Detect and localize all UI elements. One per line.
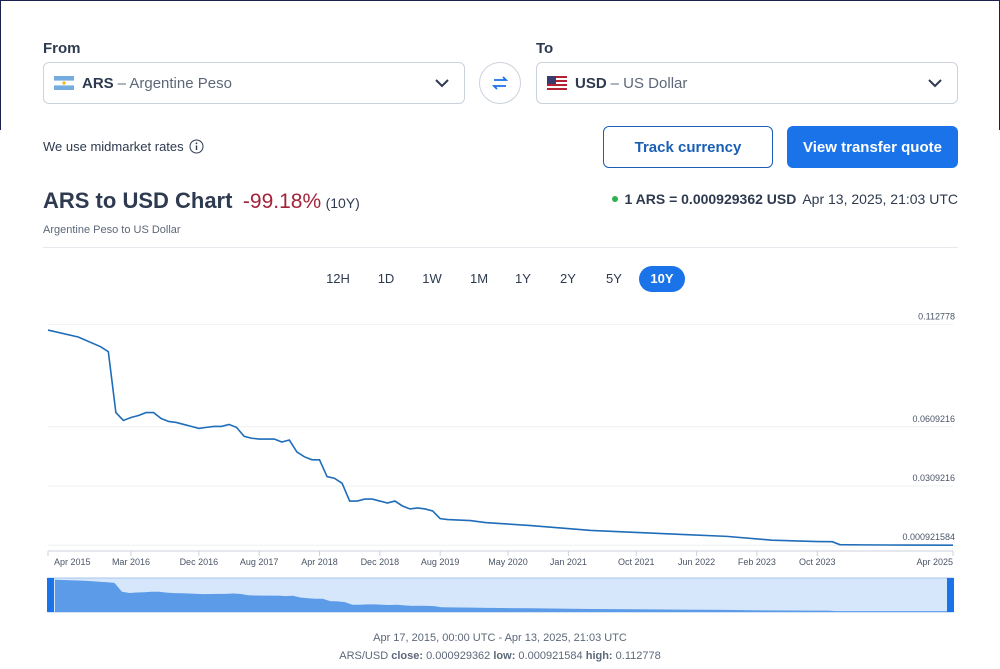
chart: 0.112778 0.0609216 0.0309216 0.000921584 Apr…: [47, 311, 955, 613]
info-icon[interactable]: [189, 139, 204, 154]
range-tab[interactable]: 1Y: [515, 271, 531, 286]
x-tick-label: Oct 2021: [618, 557, 655, 567]
track-button[interactable]: Track currency: [603, 126, 773, 168]
from-code: ARS: [82, 74, 114, 92]
swap-button[interactable]: [479, 62, 521, 104]
flag-us: [547, 76, 567, 90]
range-tab[interactable]: 2Y: [560, 271, 576, 286]
x-tick-label: Jan 2021: [550, 557, 587, 567]
low: 0.000921584: [518, 650, 583, 662]
period: (10Y): [325, 195, 360, 211]
chart-title: ARS to USD Chart: [43, 188, 233, 213]
range-tab[interactable]: 1M: [469, 271, 489, 286]
close: 0.000929362: [426, 650, 491, 662]
to-name: – US Dollar: [610, 74, 688, 92]
chart-heading: ARS to USD Chart -99.18% (10Y): [43, 188, 360, 214]
low-label: low:: [493, 650, 516, 662]
pair: ARS/USD: [339, 650, 389, 662]
quote-button[interactable]: View transfer quote: [787, 126, 958, 168]
from-label: From: [43, 40, 81, 57]
from-select[interactable]: ARS – Argentine Peso: [43, 62, 465, 104]
range-tab-active[interactable]: 10Y: [639, 266, 685, 292]
price-line: [47, 329, 954, 547]
y-tick-label: 0.112778: [918, 311, 955, 321]
rates-note-text: We use midmarket rates: [43, 139, 184, 154]
footer-stats: ARS/USD close: 0.000929362 low: 0.000921…: [0, 650, 1000, 662]
chevron: [435, 79, 449, 88]
x-tick-label: Dec 2016: [180, 557, 219, 567]
swap-icon: [491, 76, 509, 90]
navigator-area: [55, 579, 947, 612]
y-tick-label: 0.000921584: [902, 532, 955, 542]
range-tab[interactable]: 12H: [326, 271, 350, 286]
high-label: high:: [585, 650, 613, 662]
rate-line: 1 ARS = 0.000929362 USD Apr 13, 2025, 21…: [612, 191, 958, 207]
range-tab[interactable]: 1W: [422, 271, 442, 286]
x-tick-label: Aug 2019: [421, 557, 460, 567]
divider: [43, 247, 958, 248]
from-name: – Argentine Peso: [117, 74, 232, 92]
to-code: USD: [575, 74, 607, 92]
x-tick-label: Apr 2015: [54, 557, 91, 567]
x-tick-label: Feb 2023: [738, 557, 776, 567]
x-tick-label: Apr 2018: [301, 557, 338, 567]
footer-range: Apr 17, 2015, 00:00 UTC - Apr 13, 2025, …: [373, 632, 627, 644]
flag-ar: [54, 76, 74, 90]
change: -99.18%: [242, 190, 322, 213]
range-tab[interactable]: 1D: [377, 271, 395, 286]
live-dot: [612, 196, 619, 202]
x-tick-label: Oct 2023: [799, 557, 836, 567]
navigator-handle: [47, 578, 54, 612]
to-label: To: [536, 40, 554, 57]
high: 0.112778: [615, 650, 661, 662]
navigator-handle: [947, 578, 954, 612]
x-tick-label: May 2020: [488, 557, 528, 567]
to-select[interactable]: USD – US Dollar: [536, 62, 958, 104]
timestamp: Apr 13, 2025, 21:03 UTC: [802, 191, 958, 207]
rates-note: We use midmarket rates: [43, 139, 204, 154]
x-tick-label: Dec 2018: [361, 557, 400, 567]
subtitle: Argentine Peso to US Dollar: [43, 224, 181, 236]
rate: 1 ARS = 0.000929362 USD: [624, 191, 797, 207]
chevron: [928, 79, 942, 88]
y-tick-label: 0.0609216: [912, 414, 955, 424]
x-tick-label: Aug 2017: [240, 557, 279, 567]
x-tick-label: Mar 2016: [112, 557, 150, 567]
x-tick-label: Apr 2025: [916, 557, 953, 567]
range-tab[interactable]: 5Y: [606, 271, 622, 286]
close-label: close:: [391, 650, 423, 662]
y-tick-label: 0.0309216: [912, 473, 955, 483]
x-tick-label: Jun 2022: [678, 557, 715, 567]
